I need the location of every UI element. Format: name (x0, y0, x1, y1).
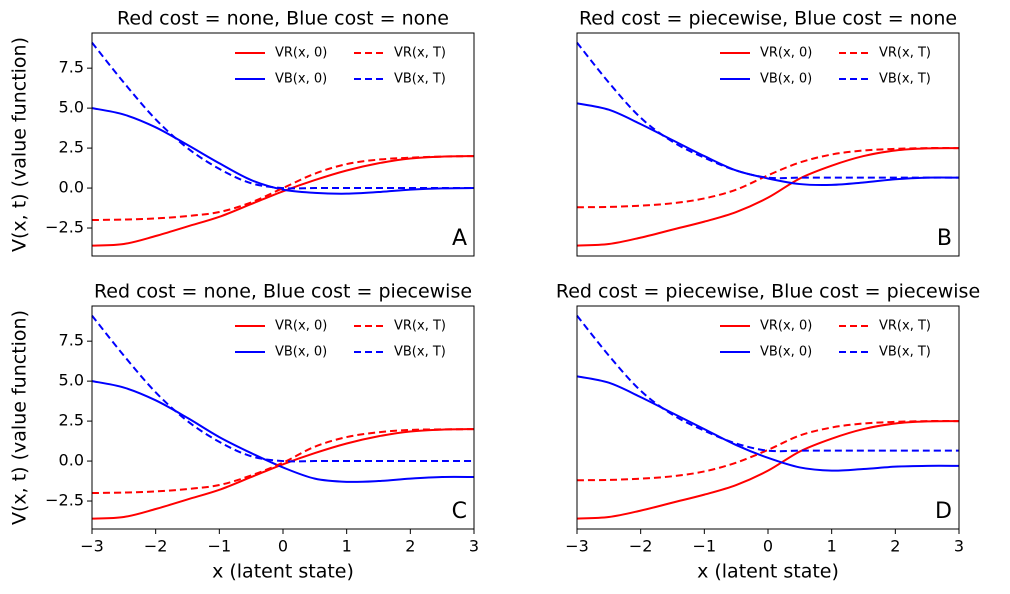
y-tick-label: 5.0 (59, 371, 84, 390)
legend-label: VB(x, T) (879, 72, 931, 87)
panel-label: B (937, 226, 952, 251)
legend-label: VB(x, 0) (760, 72, 812, 87)
legend-label: VB(x, T) (394, 345, 446, 360)
legend-label: VR(x, 0) (760, 46, 812, 61)
chart-title: Red cost = none, Blue cost = none (117, 8, 449, 30)
chart-title: Red cost = piecewise, Blue cost = piecew… (556, 281, 980, 303)
legend-label: VB(x, 0) (760, 345, 812, 360)
plot-frame (91, 305, 475, 530)
line-series (91, 428, 475, 520)
x-tick-label: 2 (890, 537, 900, 556)
y-tick-label: −2.5 (45, 218, 84, 237)
legend-label: VR(x, T) (394, 46, 446, 61)
x-tick-label: 0 (278, 537, 288, 556)
x-tick-label: −1 (208, 537, 232, 556)
line-series (576, 102, 960, 187)
panel-label: D (935, 499, 952, 524)
x-tick-label: −3 (565, 537, 589, 556)
line-series (91, 155, 475, 247)
y-axis-label: V(x, t) (value function) (9, 310, 31, 525)
legend-label: VR(x, 0) (275, 46, 327, 61)
legend-label: VB(x, 0) (275, 345, 327, 360)
y-axis-label: V(x, t) (value function) (9, 37, 31, 252)
legend-label: VR(x, T) (394, 319, 446, 334)
x-tick-label: 3 (954, 537, 964, 556)
x-axis-label: x (latent state) (212, 561, 354, 583)
line-series (91, 380, 475, 483)
plot-frame (576, 305, 960, 530)
legend-label: VB(x, T) (394, 72, 446, 87)
legend-label: VR(x, T) (879, 46, 931, 61)
y-tick-label: 2.5 (59, 411, 84, 430)
chart-title: Red cost = none, Blue cost = piecewise (94, 281, 472, 303)
line-series (91, 107, 475, 195)
legend-label: VR(x, 0) (275, 319, 327, 334)
y-tick-label: 7.5 (59, 58, 84, 77)
line-series (576, 375, 960, 472)
line-series (576, 147, 960, 247)
plot-frame (91, 32, 475, 257)
y-tick-label: 7.5 (59, 331, 84, 350)
panel-label: A (452, 226, 467, 251)
line-series (576, 41, 959, 180)
panel-label: C (452, 499, 467, 524)
x-tick-label: −3 (80, 537, 104, 556)
legend-label: VR(x, T) (879, 319, 931, 334)
y-tick-label: 0.0 (59, 451, 84, 470)
x-tick-label: −2 (144, 537, 168, 556)
x-tick-label: 0 (763, 537, 773, 556)
line-series (576, 420, 960, 520)
x-tick-label: −1 (693, 537, 717, 556)
y-tick-label: 5.0 (59, 98, 84, 117)
line-series (576, 314, 959, 453)
plot-frame (576, 32, 960, 257)
x-tick-label: 3 (469, 537, 479, 556)
x-tick-label: 2 (405, 537, 415, 556)
chart-title: Red cost = piecewise, Blue cost = none (579, 8, 957, 30)
x-tick-label: 1 (827, 537, 837, 556)
y-tick-label: 0.0 (59, 178, 84, 197)
x-tick-label: 1 (342, 537, 352, 556)
legend-label: VR(x, 0) (760, 319, 812, 334)
line-series (91, 41, 474, 190)
legend-label: VB(x, T) (879, 345, 931, 360)
y-tick-label: −2.5 (45, 491, 84, 510)
x-tick-label: −2 (629, 537, 653, 556)
line-series (91, 314, 474, 463)
legend-label: VB(x, 0) (275, 72, 327, 87)
y-tick-label: 2.5 (59, 138, 84, 157)
x-axis-label: x (latent state) (697, 561, 839, 583)
